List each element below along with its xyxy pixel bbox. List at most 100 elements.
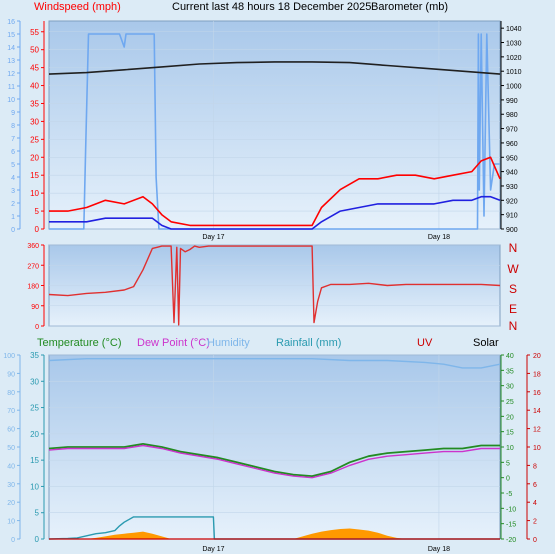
- uv-tick-label: 0: [533, 537, 537, 544]
- direction-tick-label: 90: [31, 304, 39, 311]
- rainfall-tick-label: 10: [30, 482, 39, 491]
- dew-point-series-line: [48, 444, 500, 479]
- bft-tick-label: 8: [11, 123, 15, 130]
- temperature-tick-label: 0: [506, 476, 510, 483]
- wind-tick-label: 30: [30, 117, 39, 126]
- bft-tick-label: 15: [7, 32, 15, 39]
- wind-tick-label: 10: [30, 189, 39, 198]
- barometer-series-line: [48, 61, 501, 75]
- bft-tick-label: 3: [11, 188, 15, 195]
- temperature-tick-label: 5: [506, 460, 510, 467]
- humidity-tick-label: 90: [7, 371, 15, 378]
- barometer-tick-label: 1000: [506, 84, 522, 91]
- uv-tick-label: 20: [533, 353, 541, 360]
- temperature-tick-label: 40: [506, 353, 514, 360]
- compass-label: W: [507, 262, 519, 276]
- wind-gust-series-line: [49, 156, 501, 227]
- wind-tick-label: 50: [30, 46, 39, 55]
- chart-title: Current last 48 hours 18 December 2025: [172, 1, 371, 13]
- barometer-tick-label: 960: [506, 141, 518, 148]
- temperature-tick-label: -5: [506, 491, 512, 498]
- barometer-tick-label: 1040: [506, 26, 522, 33]
- bft-tick-label: 5: [11, 162, 15, 169]
- legend-solar: Solar: [473, 337, 499, 349]
- uv-tick-label: 16: [533, 390, 541, 397]
- barometer-tick-label: 930: [506, 184, 518, 191]
- legend-temperature: Temperature (°C): [37, 337, 121, 349]
- rainfall-tick-label: 0: [35, 535, 40, 544]
- compass-label: N: [509, 241, 518, 255]
- bft-tick-label: 10: [7, 97, 15, 104]
- barometer-tick-label: 990: [506, 98, 518, 105]
- wind-tick-label: 5: [35, 207, 40, 216]
- bft-tick-label: 2: [11, 201, 15, 208]
- barometer-tick-label: 980: [506, 112, 518, 119]
- rainfall-tick-label: 30: [30, 377, 39, 386]
- bft-tick-label: 6: [11, 149, 15, 156]
- wind-panel: [48, 20, 501, 230]
- windspeed-axis-title: Windspeed (mph): [34, 1, 121, 13]
- bft-tick-label: 13: [7, 58, 15, 65]
- temperature-tick-label: -20: [506, 537, 516, 544]
- temperature-tick-label: -15: [506, 522, 516, 529]
- uv-tick-label: 10: [533, 445, 541, 452]
- legend-dew-point: Dew Point (°C): [137, 337, 210, 349]
- bft-tick-label: 4: [11, 175, 15, 182]
- bft-tick-label: 9: [11, 110, 15, 117]
- wind-tick-label: 0: [35, 225, 40, 234]
- wind-tick-label: 55: [30, 28, 39, 37]
- humidity-series-line: [48, 358, 501, 369]
- day-label: Day 17: [202, 546, 224, 553]
- rainfall-series-line: [48, 516, 500, 540]
- humidity-tick-label: 70: [7, 408, 15, 415]
- direction-tick-label: 180: [27, 284, 39, 291]
- rainfall-tick-label: 25: [30, 404, 39, 413]
- barometer-tick-label: 1010: [506, 69, 522, 76]
- wind-tick-label: 45: [30, 64, 39, 73]
- humidity-tick-label: 0: [11, 537, 15, 544]
- wind-tick-label: 25: [30, 135, 39, 144]
- bft-tick-label: 0: [11, 227, 15, 234]
- bft-tick-label: 11: [8, 84, 15, 91]
- barometer-tick-label: 1020: [506, 55, 522, 62]
- temperature-tick-label: 30: [506, 384, 514, 391]
- compass-label: N: [509, 319, 518, 333]
- temperature-tick-label: 20: [506, 414, 514, 421]
- barometer-tick-label: 950: [506, 155, 518, 162]
- humidity-tick-label: 30: [7, 482, 15, 489]
- rainfall-tick-label: 5: [35, 509, 40, 518]
- day-label: Day 18: [428, 546, 450, 553]
- temperature-tick-label: -10: [506, 506, 516, 513]
- direction-tick-label: 0: [35, 324, 39, 331]
- rainfall-tick-label: 15: [30, 456, 39, 465]
- uv-tick-label: 12: [533, 427, 541, 434]
- wind-tick-label: 20: [30, 153, 39, 162]
- uv-tick-label: 6: [533, 482, 537, 489]
- humidity-tick-label: 80: [7, 390, 15, 397]
- temperature-series-line: [48, 442, 500, 478]
- temperature-tick-label: 25: [506, 399, 514, 406]
- rainfall-tick-label: 35: [30, 351, 39, 360]
- temperature-tick-label: 15: [506, 430, 514, 437]
- solar-series-area: [86, 528, 406, 539]
- uv-tick-label: 18: [533, 371, 541, 378]
- humidity-tick-label: 10: [7, 519, 15, 526]
- humidity-tick-label: 20: [7, 500, 15, 507]
- wind-tick-label: 15: [30, 171, 39, 180]
- direction-series-line: [48, 245, 501, 326]
- compass-label: S: [509, 282, 517, 296]
- humidity-tick-label: 100: [3, 353, 15, 360]
- humidity-tick-label: 60: [7, 427, 15, 434]
- direction-tick-label: 270: [27, 263, 39, 270]
- bft-tick-label: 16: [7, 19, 15, 26]
- legend-humidity: Humidity: [207, 337, 250, 349]
- bft-tick-label: 12: [7, 71, 15, 78]
- uv-tick-label: 2: [533, 519, 537, 526]
- barometer-axis-title: Barometer (mb): [371, 1, 448, 13]
- bft-tick-label: 14: [7, 45, 15, 52]
- barometer-tick-label: 1030: [506, 41, 522, 48]
- uv-tick-label: 14: [533, 408, 541, 415]
- uv-tick-label: 8: [533, 463, 537, 470]
- barometer-tick-label: 900: [506, 227, 518, 234]
